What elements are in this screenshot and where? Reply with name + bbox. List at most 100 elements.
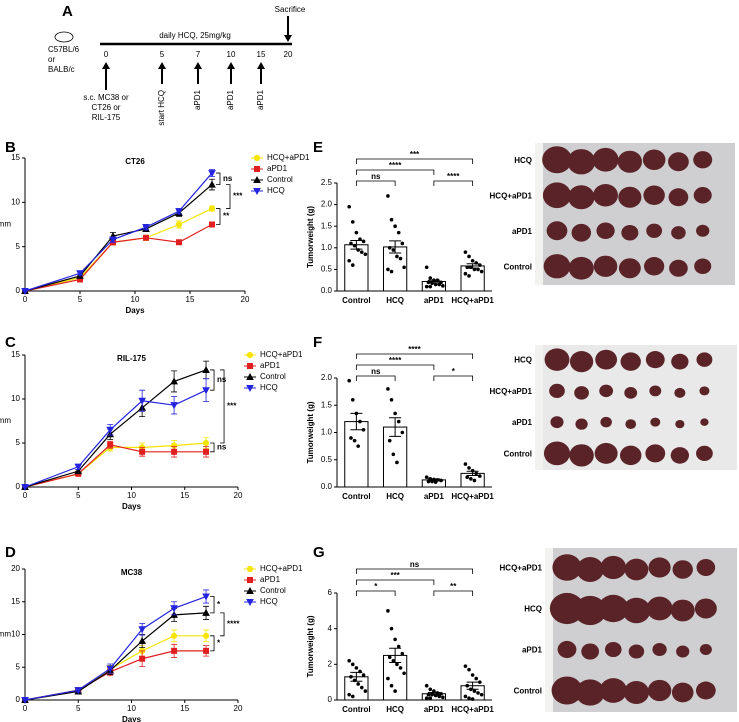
mouse-label: or	[48, 55, 55, 64]
panel-label: F	[313, 334, 322, 351]
tumor	[671, 682, 694, 703]
tumor	[696, 352, 713, 367]
panel-label: G	[313, 544, 325, 561]
data-point	[363, 689, 368, 693]
data-point	[396, 230, 401, 235]
tumor	[624, 558, 649, 581]
tumor	[549, 383, 565, 398]
marker	[170, 402, 178, 410]
data-point	[467, 667, 471, 672]
data-point	[441, 284, 445, 288]
y-tick-label: 4	[328, 624, 333, 633]
marker	[76, 270, 84, 278]
marker	[21, 484, 29, 492]
marker	[247, 577, 253, 583]
tumor	[593, 183, 618, 207]
data-point	[386, 267, 390, 272]
tumor	[543, 254, 571, 279]
error-bar	[389, 647, 402, 664]
data-point	[424, 284, 429, 289]
data-point	[428, 687, 433, 692]
marker	[139, 448, 146, 455]
series-line	[24, 184, 213, 292]
marker	[170, 377, 178, 385]
tumor	[546, 221, 568, 241]
x-tick-label: 5	[76, 491, 81, 500]
significance-label: ****	[389, 161, 402, 170]
legend-label: Control	[260, 372, 286, 381]
data-point	[391, 248, 396, 252]
event-arrow-head	[227, 62, 235, 69]
error-bar	[466, 263, 479, 269]
x-tick-label: 0	[23, 295, 28, 304]
event-arrow-head	[257, 62, 265, 69]
panel-label: A	[62, 3, 73, 20]
day-label: 10	[227, 50, 236, 59]
marker	[142, 224, 150, 232]
event-label: aPD1	[226, 89, 235, 110]
tumor	[668, 188, 689, 207]
legend-label: HCQ+aPD1	[267, 153, 310, 162]
marker	[170, 605, 178, 613]
tumor	[544, 348, 570, 371]
data-point	[359, 685, 364, 690]
data-point	[393, 224, 397, 228]
error-bar	[427, 478, 440, 482]
data-point	[352, 243, 357, 248]
tumor	[675, 419, 685, 429]
marker	[246, 385, 254, 393]
marker	[138, 397, 146, 405]
data-point	[439, 691, 443, 696]
y-tick-label: 15	[11, 597, 20, 606]
x-tick-label: 0	[23, 491, 28, 500]
marker	[109, 236, 117, 244]
x-axis-label: Days	[122, 502, 142, 511]
marker	[202, 365, 210, 373]
data-point	[389, 626, 394, 631]
data-point	[467, 274, 471, 278]
data-point	[359, 250, 364, 254]
tumor	[649, 385, 662, 397]
marker	[246, 351, 254, 359]
data-point	[350, 398, 355, 402]
sacrifice-arrow-head	[284, 35, 292, 42]
series-line	[24, 635, 207, 701]
data-point	[428, 276, 433, 280]
photo-ruler	[545, 548, 553, 712]
data-point	[463, 271, 468, 276]
data-point	[350, 263, 355, 267]
tumor	[569, 351, 594, 373]
marker	[202, 593, 210, 601]
tumor	[620, 445, 642, 466]
data-point	[361, 239, 366, 244]
data-point	[347, 692, 351, 697]
data-point	[393, 689, 397, 693]
data-point	[361, 427, 366, 432]
data-point	[478, 263, 482, 267]
tumor	[676, 645, 690, 658]
data-point	[470, 697, 475, 701]
x-tick-label: 20	[234, 704, 243, 713]
data-point	[393, 637, 397, 642]
significance-label: **	[450, 582, 457, 591]
data-point	[478, 680, 482, 684]
tumor	[596, 222, 615, 240]
x-tick-label: 20	[241, 295, 250, 304]
tumor	[543, 441, 571, 466]
data-point	[363, 252, 368, 257]
significance-label: ****	[408, 345, 421, 354]
day-label: 7	[196, 50, 201, 59]
significance-bracket	[210, 635, 215, 652]
marker	[203, 647, 210, 654]
day-label: 0	[104, 50, 109, 59]
data-point	[463, 462, 468, 466]
marker	[171, 448, 178, 455]
significance-label: ***	[390, 571, 400, 580]
panel-label: C	[5, 334, 16, 351]
tumor	[574, 386, 589, 400]
data-point	[479, 269, 484, 274]
significance-label: *	[374, 582, 378, 591]
tumor	[623, 681, 650, 704]
data-point	[433, 282, 438, 287]
